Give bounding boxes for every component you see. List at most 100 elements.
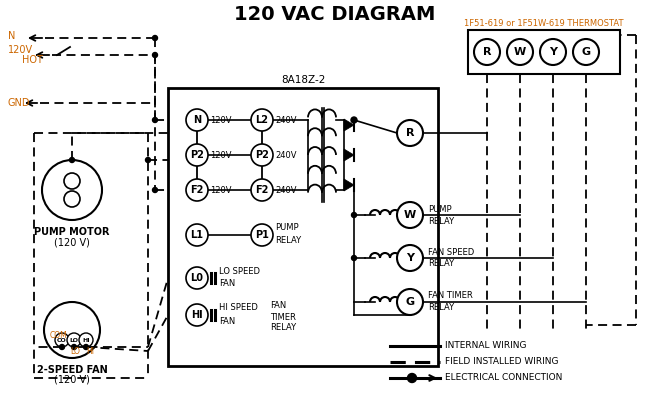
Text: FIELD INSTALLED WIRING: FIELD INSTALLED WIRING [445,357,559,367]
Polygon shape [344,149,354,161]
Circle shape [153,36,157,41]
Circle shape [397,245,423,271]
Circle shape [251,144,273,166]
Text: INTERNAL WIRING: INTERNAL WIRING [445,341,527,351]
Circle shape [397,120,423,146]
Circle shape [251,179,273,201]
Text: 2-SPEED FAN: 2-SPEED FAN [37,365,107,375]
Circle shape [573,39,599,65]
Bar [468,30,620,74]
Text: HI: HI [86,347,94,357]
Circle shape [79,333,93,347]
Circle shape [55,333,69,347]
Text: FAN: FAN [219,316,235,326]
Text: Y: Y [406,253,414,263]
Circle shape [351,117,357,123]
Circle shape [397,289,423,315]
Text: LO: LO [70,347,80,357]
Text: FAN TIMER: FAN TIMER [428,292,473,300]
Circle shape [540,39,566,65]
Circle shape [60,344,64,349]
Text: HOT: HOT [22,55,43,65]
Circle shape [153,187,157,192]
Circle shape [352,256,356,261]
Circle shape [251,224,273,246]
Text: R: R [406,128,414,138]
Circle shape [186,109,208,131]
Text: HI SPEED: HI SPEED [219,303,258,313]
Text: COM: COM [50,331,68,339]
Text: TIMER: TIMER [270,313,296,321]
Polygon shape [344,119,354,131]
Text: R: R [483,47,491,57]
Text: N: N [8,31,15,41]
Text: 1F51-619 or 1F51W-619 THERMOSTAT: 1F51-619 or 1F51W-619 THERMOSTAT [464,18,624,28]
Circle shape [64,191,80,207]
Text: RELAY: RELAY [275,235,301,245]
Circle shape [153,117,157,122]
Circle shape [64,173,80,189]
Circle shape [186,179,208,201]
Circle shape [251,109,273,131]
Text: G: G [582,47,590,57]
Text: 240V: 240V [275,150,297,160]
Text: L0: L0 [190,273,204,283]
Circle shape [186,144,208,166]
Text: Y: Y [549,47,557,57]
Text: FAN: FAN [270,302,286,310]
Circle shape [67,333,81,347]
Text: FAN: FAN [219,279,235,289]
Text: RELAY: RELAY [428,259,454,269]
Text: RELAY: RELAY [428,303,454,313]
Circle shape [186,304,208,326]
Text: 240V: 240V [275,186,297,194]
Text: RELAY: RELAY [270,323,296,333]
Circle shape [507,39,533,65]
Text: HI: HI [191,310,203,320]
Text: PUMP MOTOR: PUMP MOTOR [34,227,110,237]
Text: 120V: 120V [210,150,232,160]
Text: FAN SPEED: FAN SPEED [428,248,474,256]
Circle shape [186,224,208,246]
Text: G: G [405,297,415,307]
Text: L1: L1 [190,230,204,240]
Text: RELAY: RELAY [428,217,454,225]
Text: 120V: 120V [210,116,232,124]
Text: PUMP: PUMP [275,222,299,232]
Circle shape [72,344,76,349]
Text: P1: P1 [255,230,269,240]
Text: W: W [404,210,416,220]
Text: L2: L2 [255,115,269,125]
Text: F2: F2 [255,185,269,195]
Text: N: N [193,115,201,125]
Circle shape [70,158,74,163]
Circle shape [474,39,500,65]
Text: (120 V): (120 V) [54,237,90,247]
Circle shape [145,158,151,163]
Text: F2: F2 [190,185,204,195]
Text: HI: HI [82,337,90,342]
Text: CO: CO [57,337,67,342]
Polygon shape [344,179,354,191]
Circle shape [407,373,417,383]
Bar [168,88,438,366]
Circle shape [84,344,88,349]
Text: 240V: 240V [275,116,297,124]
Text: ELECTRICAL CONNECTION: ELECTRICAL CONNECTION [445,373,562,383]
Circle shape [397,202,423,228]
Text: 8A18Z-2: 8A18Z-2 [281,75,325,85]
Text: W: W [514,47,526,57]
Text: 120V: 120V [8,45,33,55]
Text: P2: P2 [190,150,204,160]
Circle shape [153,52,157,57]
Text: LO: LO [70,337,78,342]
Text: P2: P2 [255,150,269,160]
Text: LO SPEED: LO SPEED [219,266,260,276]
Text: 120 VAC DIAGRAM: 120 VAC DIAGRAM [234,5,436,23]
Text: (120 V): (120 V) [54,375,90,385]
Text: 120V: 120V [210,186,232,194]
Text: PUMP: PUMP [428,204,452,214]
Circle shape [352,212,356,217]
Circle shape [186,267,208,289]
Text: GND: GND [8,98,31,108]
